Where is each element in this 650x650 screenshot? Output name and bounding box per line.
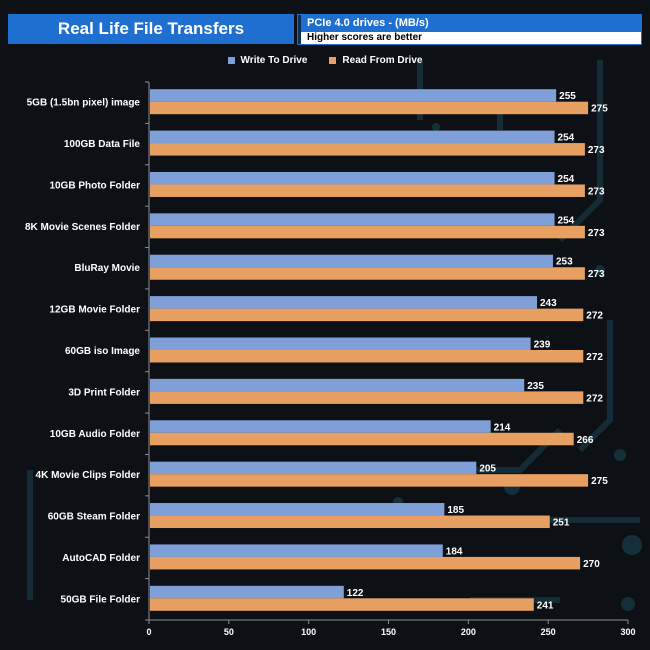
- x-tick-label: 50: [224, 627, 234, 637]
- bar-read: [150, 225, 585, 239]
- value-label-write: 254: [558, 174, 575, 185]
- bar-read: [150, 515, 550, 529]
- bar-write: [150, 461, 477, 475]
- legend-swatch-write: [227, 56, 235, 64]
- category-label: 50GB File Folder: [61, 594, 141, 605]
- x-tick-label: 200: [461, 627, 476, 637]
- value-label-write: 122: [347, 588, 364, 599]
- legend-label-write: Write To Drive: [240, 54, 308, 66]
- legend-label-read: Read From Drive: [342, 54, 423, 66]
- value-label-read: 251: [553, 518, 570, 529]
- value-label-read: 272: [586, 352, 603, 363]
- bar-read: [150, 143, 585, 156]
- value-label-write: 235: [527, 381, 544, 392]
- legend: Write To Drive Read From Drive: [0, 52, 650, 68]
- value-label-read: 272: [586, 311, 603, 322]
- bar-write: [150, 89, 557, 102]
- bar-read: [150, 432, 574, 446]
- category-label: 100GB Data File: [64, 139, 141, 150]
- bar-read: [150, 101, 589, 115]
- bar-write: [150, 420, 491, 433]
- bar-write: [150, 171, 555, 185]
- value-label-read: 272: [586, 393, 603, 404]
- value-label-read: 273: [588, 186, 605, 197]
- value-label-read: 266: [577, 435, 594, 446]
- bar-read: [150, 598, 534, 611]
- bar-read: [150, 474, 589, 487]
- bar-read: [150, 391, 584, 404]
- value-label-write: 255: [559, 91, 576, 102]
- bar-write: [150, 254, 553, 268]
- legend-item-write: Write To Drive: [227, 54, 308, 66]
- value-label-write: 185: [447, 505, 464, 516]
- bar-read: [150, 184, 585, 197]
- category-label: BluRay Movie: [74, 263, 140, 274]
- category-label: 12GB Movie Folder: [49, 305, 140, 316]
- bar-read: [150, 350, 584, 363]
- bar-write: [150, 130, 555, 144]
- value-label-write: 205: [479, 464, 496, 475]
- bar-write: [150, 296, 537, 309]
- value-label-write: 253: [556, 257, 573, 268]
- bar-write: [150, 378, 525, 392]
- bar-read: [150, 556, 581, 570]
- value-label-read: 275: [591, 104, 608, 115]
- value-label-write: 184: [446, 546, 463, 557]
- chart-title: Real Life File Transfers: [8, 14, 294, 44]
- value-label-write: 214: [494, 422, 511, 433]
- bar-write: [150, 544, 443, 557]
- x-tick-label: 0: [146, 627, 151, 637]
- bar-write: [150, 337, 531, 350]
- bar-read: [150, 308, 584, 322]
- category-label: 5GB (1.5bn pixel) image: [27, 98, 141, 109]
- chart-note: Higher scores are better: [298, 32, 641, 44]
- category-label: AutoCAD Folder: [62, 553, 140, 564]
- bar-write: [150, 213, 555, 226]
- category-label: 10GB Photo Folder: [49, 180, 140, 191]
- bar-read: [150, 267, 585, 280]
- value-label-read: 270: [583, 559, 600, 570]
- category-label: 8K Movie Scenes Folder: [25, 222, 140, 233]
- x-tick-label: 250: [541, 627, 556, 637]
- chart-subtitle: PCIe 4.0 drives - (MB/s): [298, 15, 641, 32]
- chart-info-box: PCIe 4.0 drives - (MB/s) Higher scores a…: [297, 14, 642, 45]
- x-tick-label: 150: [381, 627, 396, 637]
- x-tick-label: 300: [620, 627, 635, 637]
- category-label: 60GB Steam Folder: [48, 512, 140, 523]
- x-tick-label: 100: [301, 627, 316, 637]
- category-label: 3D Print Folder: [68, 387, 140, 398]
- category-label: 4K Movie Clips Folder: [36, 470, 141, 481]
- category-label: 10GB Audio Folder: [50, 429, 140, 440]
- value-label-write: 254: [558, 133, 575, 144]
- value-label-read: 241: [537, 600, 554, 611]
- value-label-read: 273: [588, 145, 605, 156]
- value-label-write: 239: [534, 340, 551, 351]
- value-label-write: 243: [540, 298, 557, 309]
- value-label-write: 254: [558, 215, 575, 226]
- value-label-read: 273: [588, 228, 605, 239]
- value-label-read: 273: [588, 269, 605, 280]
- category-label: 60GB iso Image: [65, 346, 140, 357]
- value-label-read: 275: [591, 476, 608, 487]
- legend-swatch-read: [329, 56, 337, 64]
- bar-write: [150, 503, 445, 516]
- bar-write: [150, 585, 344, 599]
- legend-item-read: Read From Drive: [329, 55, 422, 66]
